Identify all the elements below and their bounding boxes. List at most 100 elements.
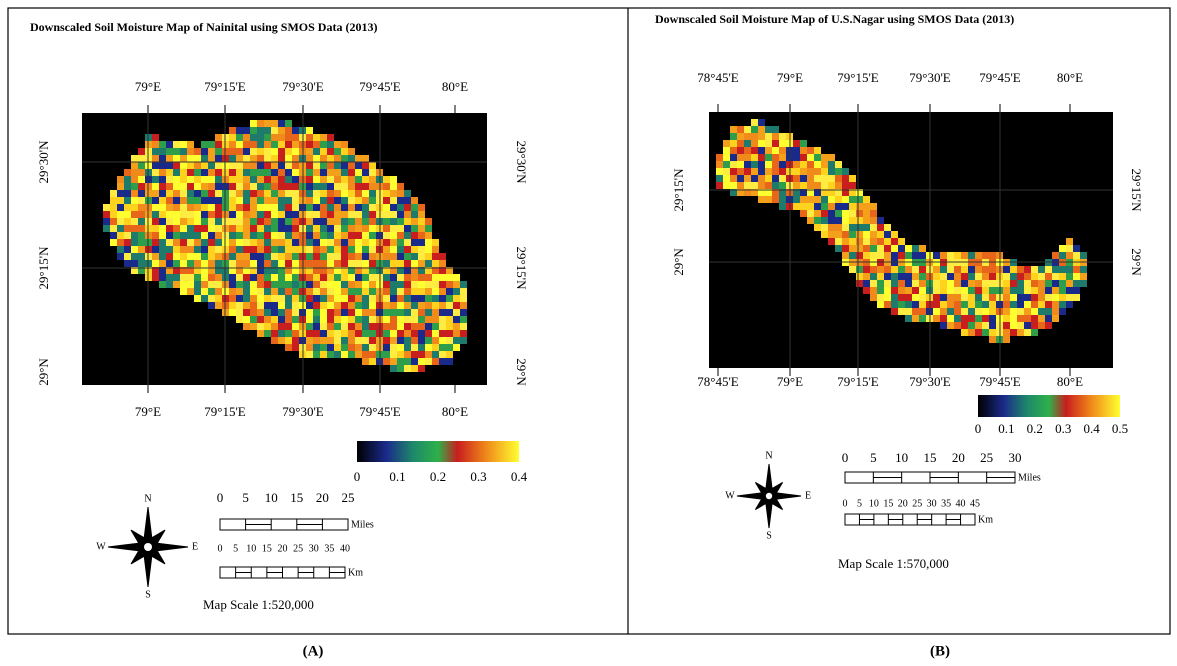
scale-label: 20 xyxy=(952,450,965,465)
moisture-pixel xyxy=(362,274,369,281)
moisture-pixel xyxy=(110,232,117,239)
moisture-pixel xyxy=(313,281,320,288)
moisture-pixel xyxy=(313,288,320,295)
moisture-pixel xyxy=(243,183,250,190)
moisture-pixel xyxy=(460,302,467,309)
moisture-pixel xyxy=(723,154,730,161)
moisture-pixel xyxy=(723,182,730,189)
moisture-pixel xyxy=(110,190,117,197)
moisture-pixel xyxy=(989,301,996,308)
left-coordinate: 29°15'N xyxy=(36,246,51,290)
moisture-pixel xyxy=(208,162,215,169)
moisture-pixel xyxy=(1017,294,1024,301)
moisture-pixel xyxy=(439,316,446,323)
moisture-pixel xyxy=(131,225,138,232)
moisture-pixel xyxy=(320,295,327,302)
moisture-pixel xyxy=(208,260,215,267)
moisture-pixel xyxy=(968,329,975,336)
moisture-pixel xyxy=(187,274,194,281)
moisture-pixel xyxy=(334,281,341,288)
moisture-pixel xyxy=(849,217,856,224)
moisture-pixel xyxy=(278,225,285,232)
moisture-pixel xyxy=(159,148,166,155)
moisture-pixel xyxy=(362,169,369,176)
moisture-pixel xyxy=(166,141,173,148)
moisture-pixel xyxy=(341,204,348,211)
scale-label: 5 xyxy=(870,450,877,465)
moisture-pixel xyxy=(271,281,278,288)
moisture-pixel xyxy=(432,337,439,344)
moisture-pixel xyxy=(1010,329,1017,336)
moisture-pixel xyxy=(285,155,292,162)
moisture-pixel xyxy=(180,218,187,225)
moisture-pixel xyxy=(257,169,264,176)
moisture-pixel xyxy=(215,190,222,197)
moisture-pixel xyxy=(870,266,877,273)
moisture-pixel xyxy=(870,210,877,217)
moisture-pixel xyxy=(397,246,404,253)
moisture-pixel xyxy=(744,140,751,147)
moisture-pixel xyxy=(390,260,397,267)
moisture-pixel xyxy=(306,253,313,260)
moisture-pixel xyxy=(166,260,173,267)
moisture-pixel xyxy=(208,197,215,204)
moisture-pixel xyxy=(821,210,828,217)
moisture-pixel xyxy=(278,288,285,295)
moisture-pixel xyxy=(453,281,460,288)
moisture-pixel xyxy=(919,301,926,308)
moisture-pixel xyxy=(821,182,828,189)
moisture-pixel xyxy=(313,330,320,337)
moisture-pixel xyxy=(152,204,159,211)
moisture-pixel xyxy=(821,161,828,168)
moisture-pixel xyxy=(117,176,124,183)
scale-label: 10 xyxy=(869,498,879,509)
moisture-pixel xyxy=(320,183,327,190)
moisture-pixel xyxy=(264,148,271,155)
moisture-pixel xyxy=(411,323,418,330)
moisture-pixel xyxy=(306,246,313,253)
moisture-pixel xyxy=(835,217,842,224)
moisture-pixel xyxy=(989,336,996,343)
moisture-pixel xyxy=(1038,280,1045,287)
bottom-coordinate: 79°15'E xyxy=(204,404,246,419)
moisture-pixel xyxy=(152,190,159,197)
moisture-pixel xyxy=(737,161,744,168)
moisture-pixel xyxy=(243,176,250,183)
moisture-pixel xyxy=(737,126,744,133)
top-coordinate: 79°45'E xyxy=(979,70,1021,85)
moisture-pixel xyxy=(954,301,961,308)
scale-unit: Miles xyxy=(1018,472,1041,483)
moisture-pixel xyxy=(327,274,334,281)
moisture-pixel xyxy=(453,288,460,295)
moisture-pixel xyxy=(278,246,285,253)
moisture-pixel xyxy=(250,169,257,176)
moisture-pixel xyxy=(793,203,800,210)
moisture-pixel xyxy=(1031,308,1038,315)
moisture-pixel xyxy=(947,280,954,287)
moisture-pixel xyxy=(313,316,320,323)
moisture-pixel xyxy=(1003,322,1010,329)
moisture-pixel xyxy=(236,253,243,260)
moisture-pixel xyxy=(166,218,173,225)
moisture-pixel xyxy=(1073,294,1080,301)
moisture-pixel xyxy=(1052,301,1059,308)
moisture-pixel xyxy=(362,253,369,260)
moisture-pixel xyxy=(208,155,215,162)
moisture-pixel xyxy=(334,246,341,253)
scale-label: 35 xyxy=(324,543,334,554)
moisture-pixel xyxy=(306,169,313,176)
moisture-pixel xyxy=(849,196,856,203)
moisture-pixel xyxy=(390,232,397,239)
moisture-pixel xyxy=(264,169,271,176)
moisture-pixel xyxy=(1003,315,1010,322)
moisture-pixel xyxy=(341,260,348,267)
moisture-pixel xyxy=(425,337,432,344)
moisture-pixel xyxy=(152,239,159,246)
moisture-pixel xyxy=(292,134,299,141)
moisture-pixel xyxy=(131,246,138,253)
moisture-pixel xyxy=(390,323,397,330)
moisture-pixel xyxy=(390,183,397,190)
moisture-pixel xyxy=(912,294,919,301)
moisture-pixel xyxy=(446,351,453,358)
moisture-pixel xyxy=(313,323,320,330)
